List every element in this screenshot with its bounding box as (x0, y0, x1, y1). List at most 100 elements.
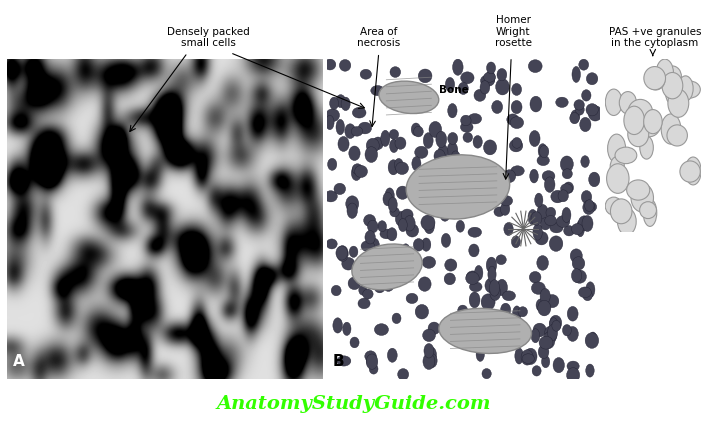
Ellipse shape (538, 345, 549, 359)
Ellipse shape (486, 62, 496, 74)
Ellipse shape (405, 86, 414, 101)
Ellipse shape (627, 180, 650, 200)
Ellipse shape (395, 211, 408, 226)
Ellipse shape (326, 115, 334, 130)
Ellipse shape (436, 131, 447, 148)
Ellipse shape (347, 203, 358, 218)
Ellipse shape (401, 244, 410, 257)
Ellipse shape (496, 255, 506, 265)
Ellipse shape (336, 246, 348, 260)
Ellipse shape (512, 138, 522, 148)
Ellipse shape (486, 71, 495, 85)
Ellipse shape (388, 160, 399, 175)
Ellipse shape (537, 256, 549, 270)
Ellipse shape (406, 155, 510, 219)
Ellipse shape (536, 298, 547, 312)
Ellipse shape (685, 157, 701, 185)
Ellipse shape (444, 273, 455, 285)
Ellipse shape (351, 127, 362, 136)
Ellipse shape (447, 142, 458, 158)
Ellipse shape (588, 172, 600, 187)
Ellipse shape (412, 157, 421, 171)
Ellipse shape (631, 184, 653, 212)
Ellipse shape (556, 216, 570, 227)
Ellipse shape (484, 72, 496, 82)
Ellipse shape (461, 331, 470, 346)
Ellipse shape (502, 291, 515, 301)
Ellipse shape (422, 256, 435, 268)
Ellipse shape (566, 368, 580, 383)
Ellipse shape (337, 356, 351, 366)
Ellipse shape (421, 215, 435, 230)
Ellipse shape (353, 107, 366, 118)
Ellipse shape (389, 129, 399, 139)
Ellipse shape (678, 76, 693, 101)
Ellipse shape (350, 337, 359, 348)
Ellipse shape (378, 221, 387, 232)
Ellipse shape (605, 197, 622, 215)
Ellipse shape (530, 131, 540, 147)
Ellipse shape (586, 282, 595, 298)
Ellipse shape (578, 59, 588, 70)
Ellipse shape (513, 306, 521, 322)
Ellipse shape (539, 145, 549, 158)
Ellipse shape (394, 158, 403, 171)
Ellipse shape (369, 238, 379, 253)
Ellipse shape (370, 364, 378, 374)
Ellipse shape (438, 144, 448, 160)
Ellipse shape (447, 133, 457, 144)
Ellipse shape (546, 295, 559, 308)
Ellipse shape (389, 139, 398, 152)
Ellipse shape (421, 238, 431, 251)
Ellipse shape (518, 307, 527, 317)
Ellipse shape (474, 89, 486, 101)
Ellipse shape (610, 157, 624, 177)
Ellipse shape (406, 293, 418, 304)
Ellipse shape (481, 294, 495, 310)
Ellipse shape (423, 353, 435, 370)
Ellipse shape (538, 300, 551, 316)
Ellipse shape (482, 319, 493, 336)
Ellipse shape (388, 197, 397, 212)
Ellipse shape (667, 125, 687, 146)
Ellipse shape (564, 226, 574, 236)
Ellipse shape (628, 99, 653, 125)
Ellipse shape (358, 122, 372, 134)
Ellipse shape (640, 136, 653, 159)
Ellipse shape (507, 114, 519, 125)
Text: AnatomyStudyGuide.com: AnatomyStudyGuide.com (217, 394, 491, 413)
Ellipse shape (662, 72, 683, 99)
Ellipse shape (578, 216, 590, 231)
Text: A: A (13, 354, 25, 369)
Ellipse shape (469, 169, 482, 180)
Ellipse shape (348, 277, 361, 290)
Ellipse shape (511, 236, 520, 248)
Ellipse shape (496, 79, 509, 95)
Ellipse shape (549, 315, 561, 330)
Ellipse shape (574, 100, 584, 110)
Ellipse shape (663, 66, 681, 87)
Ellipse shape (390, 207, 399, 217)
Ellipse shape (358, 298, 370, 309)
Ellipse shape (458, 305, 468, 316)
Ellipse shape (644, 67, 666, 90)
Ellipse shape (398, 369, 409, 380)
Ellipse shape (570, 249, 582, 263)
Ellipse shape (381, 130, 390, 147)
Ellipse shape (644, 109, 662, 134)
Ellipse shape (501, 303, 510, 317)
Ellipse shape (540, 218, 551, 230)
Ellipse shape (570, 112, 579, 124)
Ellipse shape (339, 59, 350, 71)
Ellipse shape (571, 110, 580, 122)
Ellipse shape (498, 322, 512, 338)
Ellipse shape (366, 354, 375, 366)
Ellipse shape (488, 266, 496, 282)
Ellipse shape (413, 239, 424, 251)
Text: Bone: Bone (439, 85, 469, 95)
Ellipse shape (334, 183, 346, 195)
Ellipse shape (439, 308, 532, 354)
Ellipse shape (441, 233, 450, 248)
Ellipse shape (346, 196, 359, 212)
Ellipse shape (578, 287, 591, 298)
